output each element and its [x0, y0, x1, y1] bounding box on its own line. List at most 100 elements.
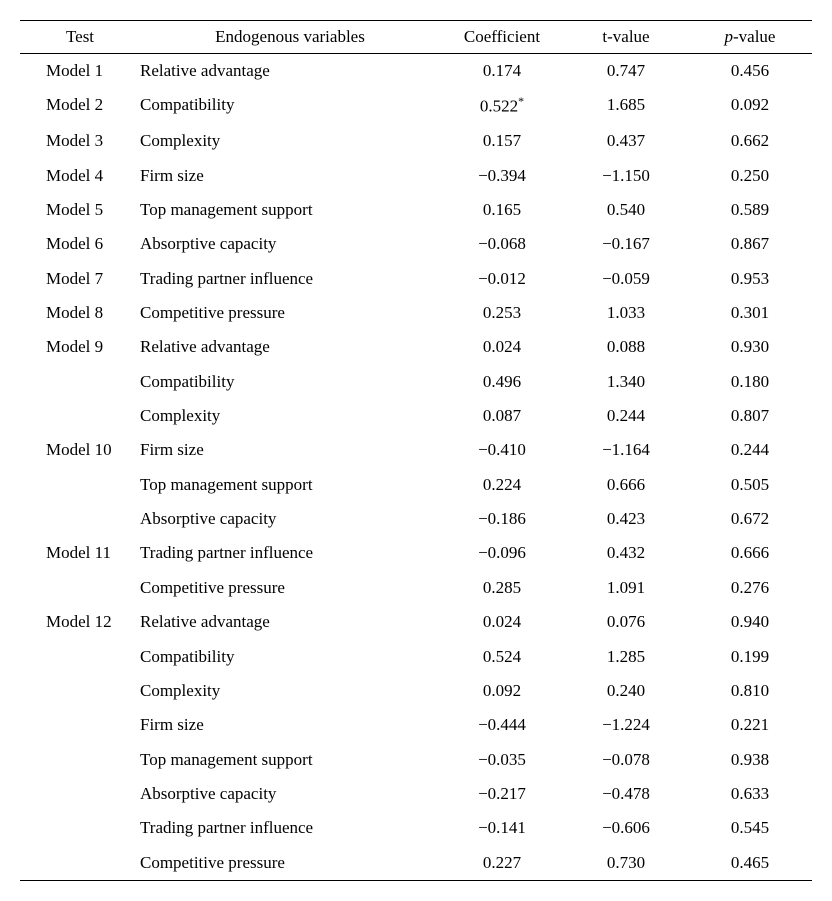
table-header: Test Endogenous variables Coefficient t-… [20, 21, 812, 54]
cell-variable: Relative advantage [140, 330, 440, 364]
cell-tvalue: 0.432 [564, 536, 688, 570]
cell-variable: Complexity [140, 124, 440, 158]
cell-tvalue: 0.437 [564, 124, 688, 158]
cell-variable: Trading partner influence [140, 262, 440, 296]
cell-pvalue: 0.505 [688, 468, 812, 502]
header-coefficient: Coefficient [440, 21, 564, 54]
table-row: Complexity0.0870.2440.807 [20, 399, 812, 433]
cell-tvalue: 0.088 [564, 330, 688, 364]
cell-pvalue: 0.221 [688, 708, 812, 742]
table-row: Absorptive capacity−0.217−0.4780.633 [20, 777, 812, 811]
table-row: Model 1Relative advantage0.1740.7470.456 [20, 54, 812, 89]
cell-test [20, 743, 140, 777]
cell-test: Model 2 [20, 88, 140, 124]
cell-test: Model 12 [20, 605, 140, 639]
cell-tvalue: −0.078 [564, 743, 688, 777]
cell-test [20, 365, 140, 399]
header-pvalue-suffix: -value [733, 27, 775, 46]
table-row: Model 2Compatibility0.522*1.6850.092 [20, 88, 812, 124]
cell-pvalue: 0.953 [688, 262, 812, 296]
cell-test [20, 399, 140, 433]
cell-pvalue: 0.930 [688, 330, 812, 364]
cell-variable: Top management support [140, 193, 440, 227]
cell-pvalue: 0.244 [688, 433, 812, 467]
cell-test: Model 3 [20, 124, 140, 158]
cell-test: Model 6 [20, 227, 140, 261]
cell-pvalue: 0.301 [688, 296, 812, 330]
cell-tvalue: 1.091 [564, 571, 688, 605]
significance-star-icon: * [518, 94, 524, 108]
cell-coefficient: −0.141 [440, 811, 564, 845]
cell-test [20, 640, 140, 674]
cell-tvalue: −0.478 [564, 777, 688, 811]
table-row: Competitive pressure0.2851.0910.276 [20, 571, 812, 605]
cell-test: Model 7 [20, 262, 140, 296]
cell-tvalue: 1.340 [564, 365, 688, 399]
cell-pvalue: 0.589 [688, 193, 812, 227]
table-row: Top management support0.2240.6660.505 [20, 468, 812, 502]
cell-variable: Compatibility [140, 365, 440, 399]
cell-pvalue: 0.545 [688, 811, 812, 845]
cell-tvalue: −1.150 [564, 159, 688, 193]
cell-pvalue: 0.662 [688, 124, 812, 158]
cell-coefficient: 0.522* [440, 88, 564, 124]
cell-test [20, 708, 140, 742]
header-pvalue: p-value [688, 21, 812, 54]
table-row: Model 8Competitive pressure0.2531.0330.3… [20, 296, 812, 330]
table-row: Model 3Complexity0.1570.4370.662 [20, 124, 812, 158]
header-test: Test [20, 21, 140, 54]
cell-tvalue: 0.240 [564, 674, 688, 708]
table-row: Model 12Relative advantage0.0240.0760.94… [20, 605, 812, 639]
cell-pvalue: 0.672 [688, 502, 812, 536]
table-row: Model 7Trading partner influence−0.012−0… [20, 262, 812, 296]
cell-pvalue: 0.276 [688, 571, 812, 605]
cell-pvalue: 0.807 [688, 399, 812, 433]
cell-coefficient: −0.012 [440, 262, 564, 296]
cell-tvalue: 1.685 [564, 88, 688, 124]
cell-coefficient: 0.227 [440, 846, 564, 881]
table-row: Model 5Top management support0.1650.5400… [20, 193, 812, 227]
cell-coefficient: −0.410 [440, 433, 564, 467]
cell-pvalue: 0.867 [688, 227, 812, 261]
cell-coefficient: 0.024 [440, 330, 564, 364]
table-row: Model 10Firm size−0.410−1.1640.244 [20, 433, 812, 467]
cell-coefficient: 0.285 [440, 571, 564, 605]
cell-test: Model 5 [20, 193, 140, 227]
cell-test: Model 4 [20, 159, 140, 193]
cell-tvalue: 0.540 [564, 193, 688, 227]
cell-variable: Competitive pressure [140, 296, 440, 330]
cell-tvalue: −0.167 [564, 227, 688, 261]
cell-tvalue: 0.666 [564, 468, 688, 502]
cell-coefficient: −0.217 [440, 777, 564, 811]
regression-table: Test Endogenous variables Coefficient t-… [20, 20, 812, 881]
table-row: Compatibility0.4961.3400.180 [20, 365, 812, 399]
cell-pvalue: 0.250 [688, 159, 812, 193]
table-row: Model 9Relative advantage0.0240.0880.930 [20, 330, 812, 364]
cell-test [20, 502, 140, 536]
cell-test: Model 8 [20, 296, 140, 330]
cell-pvalue: 0.666 [688, 536, 812, 570]
table-row: Model 11Trading partner influence−0.0960… [20, 536, 812, 570]
table-body: Model 1Relative advantage0.1740.7470.456… [20, 54, 812, 881]
cell-variable: Competitive pressure [140, 571, 440, 605]
cell-coefficient: −0.444 [440, 708, 564, 742]
cell-tvalue: 0.244 [564, 399, 688, 433]
cell-pvalue: 0.810 [688, 674, 812, 708]
cell-coefficient: −0.035 [440, 743, 564, 777]
cell-coefficient: 0.092 [440, 674, 564, 708]
cell-variable: Compatibility [140, 88, 440, 124]
cell-tvalue: −1.224 [564, 708, 688, 742]
cell-variable: Competitive pressure [140, 846, 440, 881]
cell-variable: Absorptive capacity [140, 502, 440, 536]
header-tvalue: t-value [564, 21, 688, 54]
cell-tvalue: 1.033 [564, 296, 688, 330]
cell-tvalue: 0.423 [564, 502, 688, 536]
cell-variable: Complexity [140, 399, 440, 433]
table-row: Complexity0.0920.2400.810 [20, 674, 812, 708]
cell-pvalue: 0.633 [688, 777, 812, 811]
cell-tvalue: 0.747 [564, 54, 688, 89]
cell-variable: Relative advantage [140, 54, 440, 89]
cell-variable: Absorptive capacity [140, 777, 440, 811]
cell-coefficient: 0.087 [440, 399, 564, 433]
cell-variable: Top management support [140, 743, 440, 777]
